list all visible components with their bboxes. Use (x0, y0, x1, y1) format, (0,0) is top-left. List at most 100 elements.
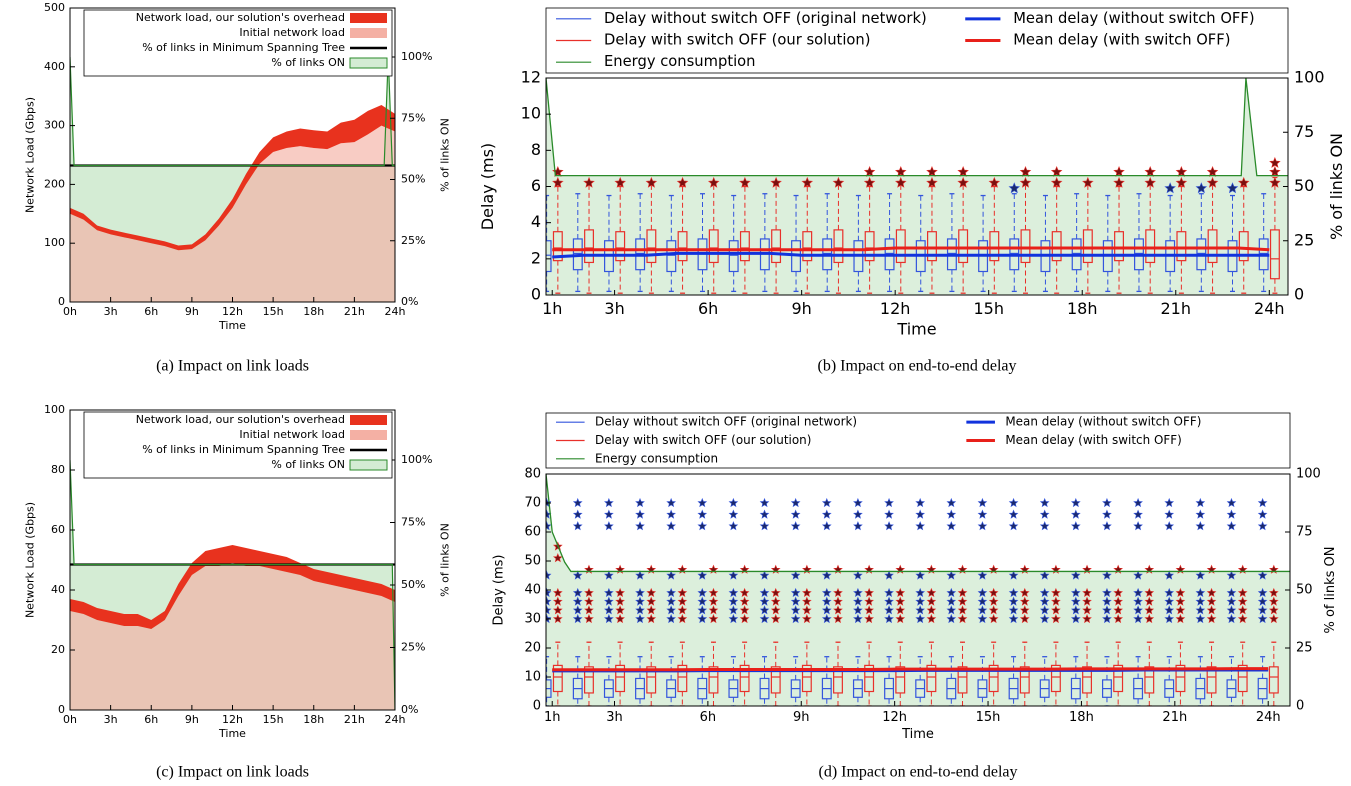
outlier (1206, 605, 1217, 615)
energy-line (546, 78, 1288, 177)
outlier (1195, 613, 1206, 624)
outlier (853, 497, 863, 508)
legend-label: % of links ON (271, 458, 345, 471)
outlier (853, 587, 863, 598)
outlier (1237, 596, 1248, 606)
outlier (853, 596, 863, 606)
outlier (832, 176, 845, 188)
legend-label: Mean delay (without switch OFF) (1005, 415, 1201, 429)
box (1207, 229, 1218, 264)
outlier (770, 596, 781, 606)
outlier (884, 587, 894, 598)
plot-area (546, 78, 1288, 295)
outlier (759, 613, 770, 624)
outlier (1164, 509, 1175, 519)
legend-label: Energy consumption (604, 53, 756, 70)
y2-tick-label: 50 (1294, 176, 1314, 195)
outlier (1175, 596, 1186, 606)
energy-area (546, 78, 1288, 295)
outlier (604, 570, 614, 580)
outlier (553, 596, 563, 606)
outlier (863, 176, 876, 188)
x-tick-label: 24h (1256, 710, 1281, 725)
outlier (1133, 521, 1143, 531)
outlier (853, 570, 863, 580)
legend-swatch (349, 459, 388, 471)
box (646, 666, 657, 694)
outlier (790, 605, 801, 615)
outlier (1206, 596, 1217, 606)
outlier (790, 596, 801, 606)
outlier (759, 587, 770, 598)
legend-label: Mean delay (with switch OFF) (1005, 433, 1181, 447)
outlier (915, 596, 926, 606)
outlier (1133, 497, 1143, 508)
outlier (915, 570, 926, 580)
outlier (1133, 596, 1143, 606)
outlier (926, 165, 938, 177)
outlier (759, 596, 770, 606)
legend-swatch (350, 415, 387, 425)
outlier (1071, 521, 1081, 531)
outlier (1071, 596, 1081, 606)
outlier (853, 521, 863, 531)
x-tick-label: 3h (606, 710, 623, 725)
outlier (988, 605, 999, 615)
outlier (553, 553, 563, 563)
outlier (697, 587, 708, 598)
outlier (1226, 605, 1237, 615)
box (1145, 229, 1156, 264)
outlier (635, 497, 645, 508)
legend-label: Network load, our solution's overhead (136, 11, 345, 24)
outlier (728, 509, 739, 519)
outlier (1071, 509, 1081, 519)
outlier (1113, 605, 1123, 615)
outlier (977, 497, 988, 508)
outlier (1226, 509, 1237, 519)
y-tick-label: 10 (524, 670, 541, 685)
links-on-line (70, 56, 395, 167)
y-tick-label: 80 (524, 467, 541, 482)
outlier (1019, 176, 1032, 188)
y-tick-label: 60 (524, 525, 541, 540)
outlier (635, 605, 645, 615)
y-tick-label: 0 (58, 703, 65, 716)
outlier (1008, 570, 1019, 580)
y-tick-label: 50 (524, 554, 541, 569)
x-tick-label: 18h (303, 305, 324, 318)
box (677, 231, 688, 262)
outlier (1051, 605, 1061, 615)
y-tick-label: 6 (531, 176, 541, 195)
outlier (884, 570, 894, 580)
y2-tick-label: 75% (401, 111, 425, 124)
outlier (1133, 509, 1143, 519)
outlier (728, 570, 739, 580)
outlier (1164, 521, 1175, 531)
legend-box (545, 412, 1291, 469)
x-tick-label: 12h (222, 305, 243, 318)
outlier (1071, 570, 1081, 580)
legend-label: Energy consumption (595, 451, 718, 465)
x-tick-label: 21h (344, 713, 365, 726)
outlier (884, 613, 894, 624)
y2-axis-label: % of links ON (439, 523, 452, 597)
outlier (1113, 176, 1125, 188)
outlier (1226, 182, 1239, 194)
outlier (853, 509, 863, 519)
legend-label: Delay without switch OFF (original netwo… (604, 10, 927, 27)
outlier (666, 521, 676, 531)
x-tick-label: 3h (104, 305, 118, 318)
box (1206, 666, 1217, 694)
y-tick-label: 0 (533, 699, 541, 714)
y-tick-label: 4 (531, 212, 541, 231)
outlier (1175, 613, 1186, 624)
outlier (1269, 156, 1281, 168)
outlier (1019, 165, 1032, 177)
outlier (604, 596, 614, 606)
outlier (614, 176, 626, 188)
x-axis-label: Time (901, 727, 934, 742)
y2-tick-label: 0% (401, 703, 418, 716)
box (728, 240, 739, 273)
legend-swatch (349, 57, 388, 69)
y2-tick-label: 100% (401, 453, 432, 466)
